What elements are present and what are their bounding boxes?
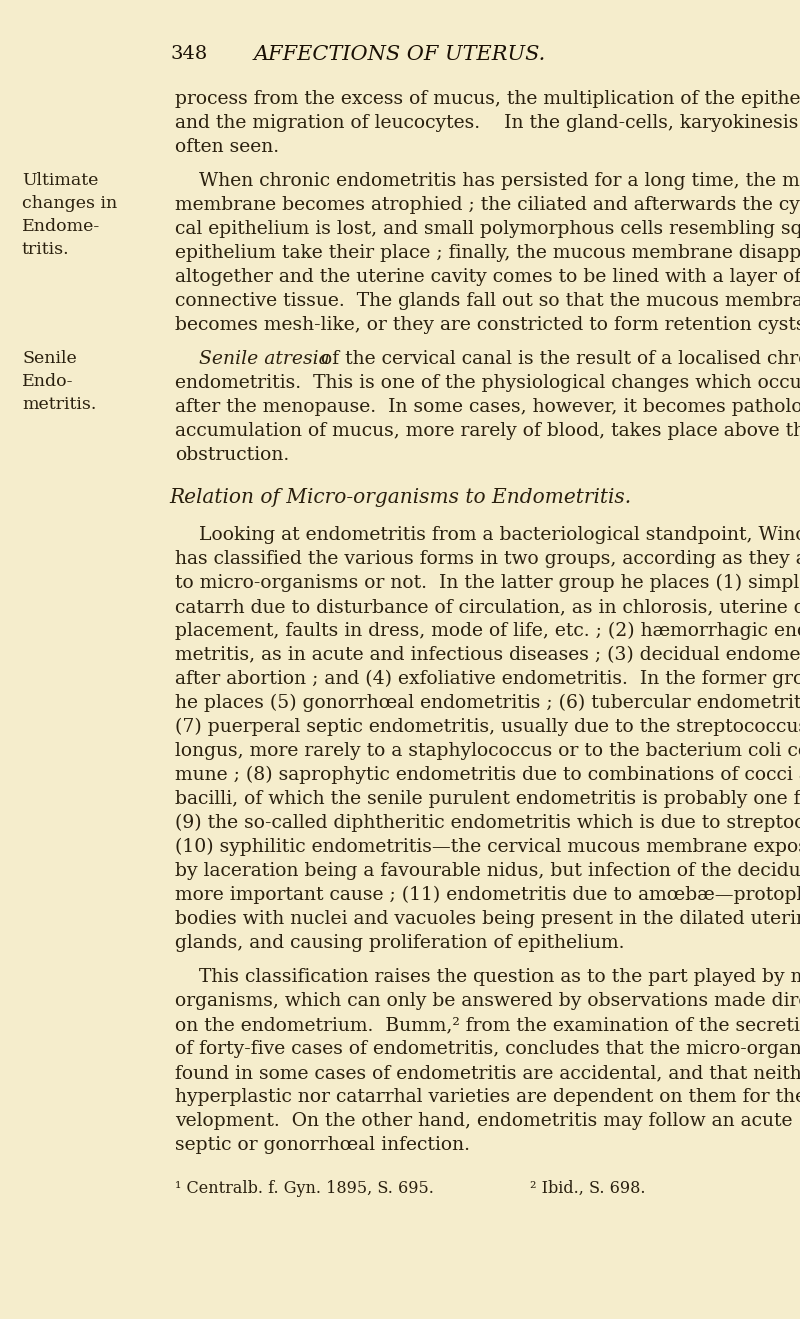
- Text: found in some cases of endometritis are accidental, and that neither the: found in some cases of endometritis are …: [175, 1064, 800, 1082]
- Text: to micro-organisms or not.  In the latter group he places (1) simple: to micro-organisms or not. In the latter…: [175, 574, 800, 592]
- Text: Endome-: Endome-: [22, 218, 100, 235]
- Text: bacilli, of which the senile purulent endometritis is probably one form ;: bacilli, of which the senile purulent en…: [175, 790, 800, 809]
- Text: connective tissue.  The glands fall out so that the mucous membrane: connective tissue. The glands fall out s…: [175, 291, 800, 310]
- Text: Senile atresia: Senile atresia: [175, 350, 330, 368]
- Text: septic or gonorrhœal infection.: septic or gonorrhœal infection.: [175, 1136, 470, 1154]
- Text: he places (5) gonorrhœal endometritis ; (6) tubercular endometritis ;: he places (5) gonorrhœal endometritis ; …: [175, 694, 800, 712]
- Text: This classification raises the question as to the part played by micro-: This classification raises the question …: [175, 968, 800, 987]
- Text: Senile: Senile: [22, 350, 77, 367]
- Text: after abortion ; and (4) exfoliative endometritis.  In the former group: after abortion ; and (4) exfoliative end…: [175, 670, 800, 689]
- Text: of forty-five cases of endometritis, concludes that the micro-organisms: of forty-five cases of endometritis, con…: [175, 1039, 800, 1058]
- Text: mune ; (8) saprophytic endometritis due to combinations of cocci and: mune ; (8) saprophytic endometritis due …: [175, 766, 800, 785]
- Text: velopment.  On the other hand, endometritis may follow an acute: velopment. On the other hand, endometrit…: [175, 1112, 793, 1130]
- Text: becomes mesh-like, or they are constricted to form retention cysts.: becomes mesh-like, or they are constrict…: [175, 317, 800, 334]
- Text: (7) puerperal septic endometritis, usually due to the streptococcus: (7) puerperal septic endometritis, usual…: [175, 718, 800, 736]
- Text: catarrh due to disturbance of circulation, as in chlorosis, uterine dis-: catarrh due to disturbance of circulatio…: [175, 598, 800, 616]
- Text: Looking at endometritis from a bacteriological standpoint, Winckel¹: Looking at endometritis from a bacteriol…: [175, 526, 800, 543]
- Text: epithelium take their place ; finally, the mucous membrane disappears: epithelium take their place ; finally, t…: [175, 244, 800, 262]
- Text: (10) syphilitic endometritis—the cervical mucous membrane exposed: (10) syphilitic endometritis—the cervica…: [175, 838, 800, 856]
- Text: Relation of Micro-organisms to Endometritis.: Relation of Micro-organisms to Endometri…: [169, 488, 631, 506]
- Text: on the endometrium.  Bumm,² from the examination of the secretions: on the endometrium. Bumm,² from the exam…: [175, 1016, 800, 1034]
- Text: ¹ Centralb. f. Gyn. 1895, S. 695.: ¹ Centralb. f. Gyn. 1895, S. 695.: [175, 1181, 434, 1198]
- Text: process from the excess of mucus, the multiplication of the epithelium,: process from the excess of mucus, the mu…: [175, 90, 800, 108]
- Text: obstruction.: obstruction.: [175, 446, 290, 464]
- Text: 348: 348: [170, 45, 207, 63]
- Text: When chronic endometritis has persisted for a long time, the mucous: When chronic endometritis has persisted …: [175, 171, 800, 190]
- Text: hyperplastic nor catarrhal varieties are dependent on them for their de-: hyperplastic nor catarrhal varieties are…: [175, 1088, 800, 1107]
- Text: tritis.: tritis.: [22, 241, 70, 259]
- Text: has classified the various forms in two groups, according as they are due: has classified the various forms in two …: [175, 550, 800, 568]
- Text: often seen.: often seen.: [175, 138, 279, 156]
- Text: cal epithelium is lost, and small polymorphous cells resembling squamous: cal epithelium is lost, and small polymo…: [175, 220, 800, 237]
- Text: more important cause ; (11) endometritis due to amœbæ—protoplasmic: more important cause ; (11) endometritis…: [175, 886, 800, 905]
- Text: metritis.: metritis.: [22, 396, 96, 413]
- Text: ² Ibid., S. 698.: ² Ibid., S. 698.: [530, 1181, 646, 1198]
- Text: membrane becomes atrophied ; the ciliated and afterwards the cylindri-: membrane becomes atrophied ; the ciliate…: [175, 197, 800, 214]
- Text: (9) the so-called diphtheritic endometritis which is due to streptococci ;: (9) the so-called diphtheritic endometri…: [175, 814, 800, 832]
- Text: changes in: changes in: [22, 195, 118, 212]
- Text: glands, and causing proliferation of epithelium.: glands, and causing proliferation of epi…: [175, 934, 625, 952]
- Text: endometritis.  This is one of the physiological changes which occur: endometritis. This is one of the physiol…: [175, 375, 800, 392]
- Text: bodies with nuclei and vacuoles being present in the dilated uterine: bodies with nuclei and vacuoles being pr…: [175, 910, 800, 929]
- Text: after the menopause.  In some cases, however, it becomes pathological ;: after the menopause. In some cases, howe…: [175, 398, 800, 415]
- Text: metritis, as in acute and infectious diseases ; (3) decidual endometritis,: metritis, as in acute and infectious dis…: [175, 646, 800, 663]
- Text: Endo-: Endo-: [22, 373, 74, 390]
- Text: by laceration being a favourable nidus, but infection of the decidua the: by laceration being a favourable nidus, …: [175, 863, 800, 880]
- Text: and the migration of leucocytes.    In the gland-cells, karyokinesis is: and the migration of leucocytes. In the …: [175, 113, 800, 132]
- Text: accumulation of mucus, more rarely of blood, takes place above the: accumulation of mucus, more rarely of bl…: [175, 422, 800, 441]
- Text: placement, faults in dress, mode of life, etc. ; (2) hæmorrhagic endo-: placement, faults in dress, mode of life…: [175, 623, 800, 640]
- Text: longus, more rarely to a staphylococcus or to the bacterium coli com-: longus, more rarely to a staphylococcus …: [175, 743, 800, 760]
- Text: altogether and the uterine cavity comes to be lined with a layer of: altogether and the uterine cavity comes …: [175, 268, 800, 286]
- Text: Ultimate: Ultimate: [22, 171, 98, 189]
- Text: AFFECTIONS OF UTERUS.: AFFECTIONS OF UTERUS.: [254, 45, 546, 65]
- Text: organisms, which can only be answered by observations made directly: organisms, which can only be answered by…: [175, 992, 800, 1010]
- Text: of the cervical canal is the result of a localised chronic: of the cervical canal is the result of a…: [315, 350, 800, 368]
